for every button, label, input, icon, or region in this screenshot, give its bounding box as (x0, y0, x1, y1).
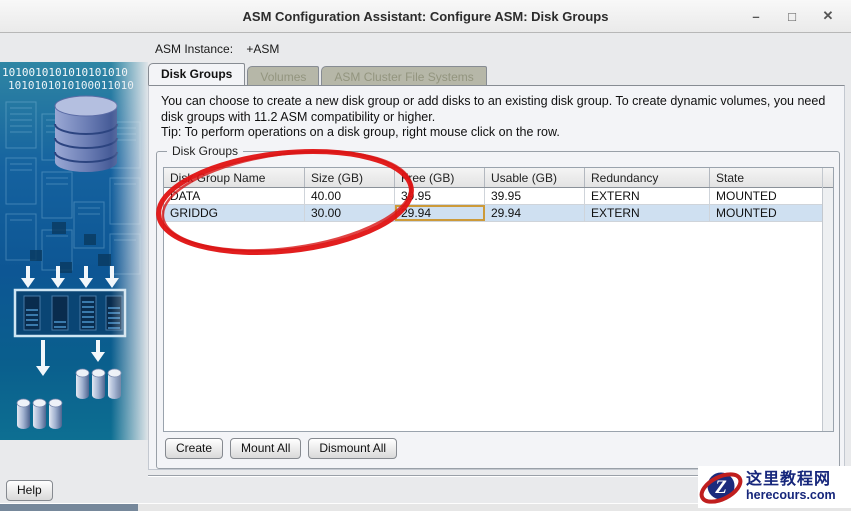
table-row-data[interactable]: DATA 40.00 39.95 39.95 EXTERN MOUNTED (164, 188, 822, 205)
watermark: Z 这里教程网 herecours.com (698, 466, 851, 508)
cell-usable: 29.94 (485, 205, 585, 221)
scrollbar-header-cap (823, 168, 833, 188)
cell-free-focused[interactable]: 29.94 (395, 205, 485, 221)
table-header-row: Disk Group Name Size (GB) Free (GB) Usab… (164, 168, 822, 188)
cell-name: DATA (164, 188, 305, 204)
maximize-icon[interactable]: □ (788, 8, 796, 24)
tab-disk-groups[interactable]: Disk Groups (148, 63, 246, 85)
create-button[interactable]: Create (165, 438, 224, 459)
cell-size: 30.00 (305, 205, 395, 221)
cell-state: MOUNTED (716, 189, 777, 203)
disk-groups-table: Disk Group Name Size (GB) Free (GB) Usab… (163, 167, 834, 432)
column-header-state[interactable]: State (716, 171, 745, 185)
disk-groups-groupbox: Disk Groups Disk Group Name Size (GB) Fr… (156, 144, 840, 469)
footer-separator (148, 475, 843, 477)
groupbox-title: Disk Groups (167, 144, 244, 158)
asm-instance-label: ASM Instance: (155, 42, 234, 56)
taskbar-sliver (0, 504, 138, 511)
sidebar-database-art: 1010010101010101010 1010101010100011010 (0, 62, 148, 440)
cell-usable: 39.95 (485, 188, 585, 204)
table-button-row: Create Mount All Dismount All (165, 438, 398, 459)
mount-all-button[interactable]: Mount All (230, 438, 302, 459)
table-main: Disk Group Name Size (GB) Free (GB) Usab… (164, 168, 822, 431)
close-icon[interactable]: ✕ (822, 8, 834, 23)
bottom-strip (0, 503, 851, 511)
watermark-site-url: herecours.com (746, 487, 836, 502)
svg-text:Z: Z (714, 477, 727, 498)
watermark-site-name: 这里教程网 (746, 471, 832, 489)
sidebar-art-graphic: 1010010101010101010 1010101010100011010 (0, 62, 148, 440)
disk-groups-panel: You can choose to create a new disk grou… (148, 85, 845, 470)
table-row-griddg[interactable]: GRIDDG 30.00 29.94 29.94 EXTERN MOUNTED (164, 205, 822, 222)
column-header-usable[interactable]: Usable (GB) (485, 168, 585, 187)
column-header-disk-group-name[interactable]: Disk Group Name (164, 168, 305, 187)
tab-bar: Disk Groups Volumes ASM Cluster File Sys… (148, 63, 489, 85)
asm-instance-value: +ASM (246, 42, 280, 56)
cell-size: 40.00 (305, 188, 395, 204)
cell-redundancy: EXTERN (585, 188, 710, 204)
cell-redundancy: EXTERN (585, 205, 710, 221)
dismount-all-button[interactable]: Dismount All (308, 438, 398, 459)
column-header-size[interactable]: Size (GB) (305, 168, 395, 187)
tab-asm-cluster-file-systems[interactable]: ASM Cluster File Systems (321, 66, 487, 85)
tab-volumes[interactable]: Volumes (247, 66, 320, 85)
minimize-icon[interactable]: – (752, 8, 760, 24)
panel-description: You can choose to create a new disk grou… (161, 94, 826, 124)
watermark-text: 这里教程网 herecours.com (746, 471, 836, 502)
help-button[interactable]: Help (6, 480, 53, 501)
watermark-logo-icon: Z (699, 471, 743, 504)
title-bar: ASM Configuration Assistant: Configure A… (0, 0, 851, 33)
cell-free: 39.95 (395, 188, 485, 204)
column-header-redundancy[interactable]: Redundancy (585, 168, 710, 187)
panel-tip: Tip: To perform operations on a disk gro… (161, 125, 560, 139)
table-vertical-scrollbar[interactable] (822, 168, 833, 431)
cell-name: GRIDDG (164, 205, 305, 221)
column-header-free[interactable]: Free (GB) (395, 168, 485, 187)
asm-instance-row: ASM Instance: +ASM (155, 42, 279, 56)
window-title: ASM Configuration Assistant: Configure A… (242, 9, 609, 24)
window-controls: – □ ✕ (743, 6, 841, 26)
cell-state: MOUNTED (716, 206, 777, 220)
